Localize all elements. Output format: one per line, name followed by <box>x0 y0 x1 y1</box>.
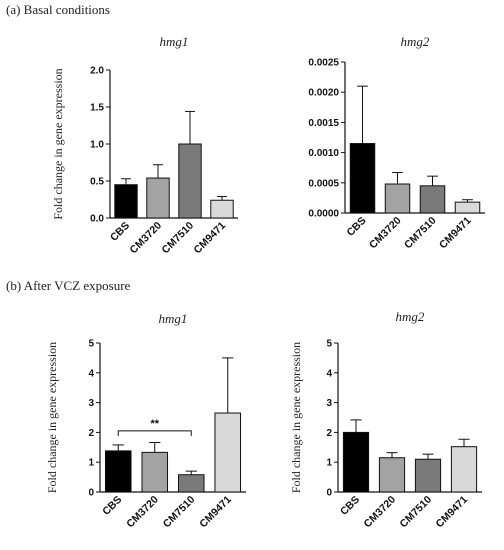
bar-cbs <box>349 143 376 214</box>
y-tick-label: 5 <box>326 339 332 350</box>
bar-cm7510 <box>414 458 442 493</box>
y-tick-label: 1.5 <box>90 103 104 114</box>
y-tick-label: 0.0025 <box>308 58 339 69</box>
bar-cbs <box>104 450 132 493</box>
chart-2: hmg1 Fold change in gene expression 0 1 2 3 4 5… <box>45 311 246 530</box>
x-tick-label: CBS <box>338 494 362 518</box>
x-tick-label: CM7510 <box>160 220 197 257</box>
y-axis-title: Fold change in gene expression <box>51 68 65 219</box>
x-tick-label: CBS <box>100 494 124 518</box>
y-tick-label: 0.0000 <box>308 209 339 220</box>
x-tick-label: CM3720 <box>367 215 404 252</box>
bar-cm3720 <box>378 457 406 493</box>
y-tick-label: 3 <box>326 398 332 409</box>
y-tick-label: 0.5 <box>90 177 104 188</box>
chart-1: hmg2 0.0000 0.0005 0.0010 0.0015 0.0020 0.0025… <box>308 34 485 251</box>
chart-title: hmg1 <box>160 34 189 49</box>
bar-cm7510 <box>419 185 446 214</box>
chart-title: hmg2 <box>401 34 430 49</box>
bar-cbs <box>342 431 370 493</box>
significance-label: ** <box>150 418 159 430</box>
chart-title: hmg1 <box>159 311 188 326</box>
x-tick-label: CM9471 <box>437 215 474 252</box>
x-tick-label: CBS <box>108 220 132 244</box>
bar-cm7510 <box>178 143 202 219</box>
y-tick-label: 0.0010 <box>308 148 339 159</box>
x-tick-label: CM9471 <box>434 494 471 531</box>
section-a-label: (a) Basal conditions <box>6 2 110 17</box>
bar-cbs <box>114 184 138 219</box>
bar-cm9471 <box>454 201 481 214</box>
y-tick-label: 0.0015 <box>308 118 339 129</box>
x-tick-label: CM3720 <box>124 494 161 531</box>
y-axis-title: Fold change in gene expression <box>289 342 303 493</box>
x-tick-label: CM7510 <box>402 215 439 252</box>
bar-cm9471 <box>210 199 234 219</box>
x-tick-label: CM9471 <box>197 494 234 531</box>
y-tick-label: 2 <box>326 428 332 439</box>
chart-title: hmg2 <box>396 309 425 324</box>
bar-cm9471 <box>450 446 478 493</box>
y-tick-label: 0.0020 <box>308 88 339 99</box>
y-tick-label: 0.0005 <box>308 178 339 189</box>
y-tick-label: 2 <box>88 428 94 439</box>
y-tick-label: 1.0 <box>90 140 104 151</box>
y-tick-label: 0 <box>88 488 94 499</box>
x-tick-label: CM3720 <box>362 494 399 531</box>
bar-cm3720 <box>141 451 169 493</box>
bar-cm7510 <box>177 474 205 493</box>
bar-cm3720 <box>146 177 170 219</box>
section-b-label: (b) After VCZ exposure <box>6 278 131 293</box>
x-tick-label: CM7510 <box>161 494 198 531</box>
x-tick-label: CM3720 <box>128 220 165 257</box>
y-tick-label: 3 <box>88 398 94 409</box>
y-tick-label: 5 <box>88 339 94 350</box>
y-tick-label: 1 <box>326 458 332 469</box>
y-axis-title: Fold change in gene expression <box>45 342 59 493</box>
y-tick-label: 4 <box>88 368 94 379</box>
y-tick-label: 2.0 <box>90 66 104 77</box>
y-tick-label: 1 <box>88 458 94 469</box>
chart-3: hmg2 Fold change in gene expression 0 1 2 3 4 5… <box>289 309 482 530</box>
y-tick-label: 0 <box>326 488 332 499</box>
bar-cm3720 <box>384 183 411 214</box>
y-tick-label: 4 <box>326 368 332 379</box>
significance-bracket <box>117 430 192 436</box>
x-tick-label: CBS <box>344 215 368 239</box>
bar-cm9471 <box>214 412 242 493</box>
y-tick-label: 0.0 <box>90 214 104 225</box>
x-tick-label: CM7510 <box>398 494 435 531</box>
chart-0: hmg1 Fold change in gene expression 0.0 0.5… <box>51 34 238 256</box>
x-tick-label: CM9471 <box>192 220 229 257</box>
